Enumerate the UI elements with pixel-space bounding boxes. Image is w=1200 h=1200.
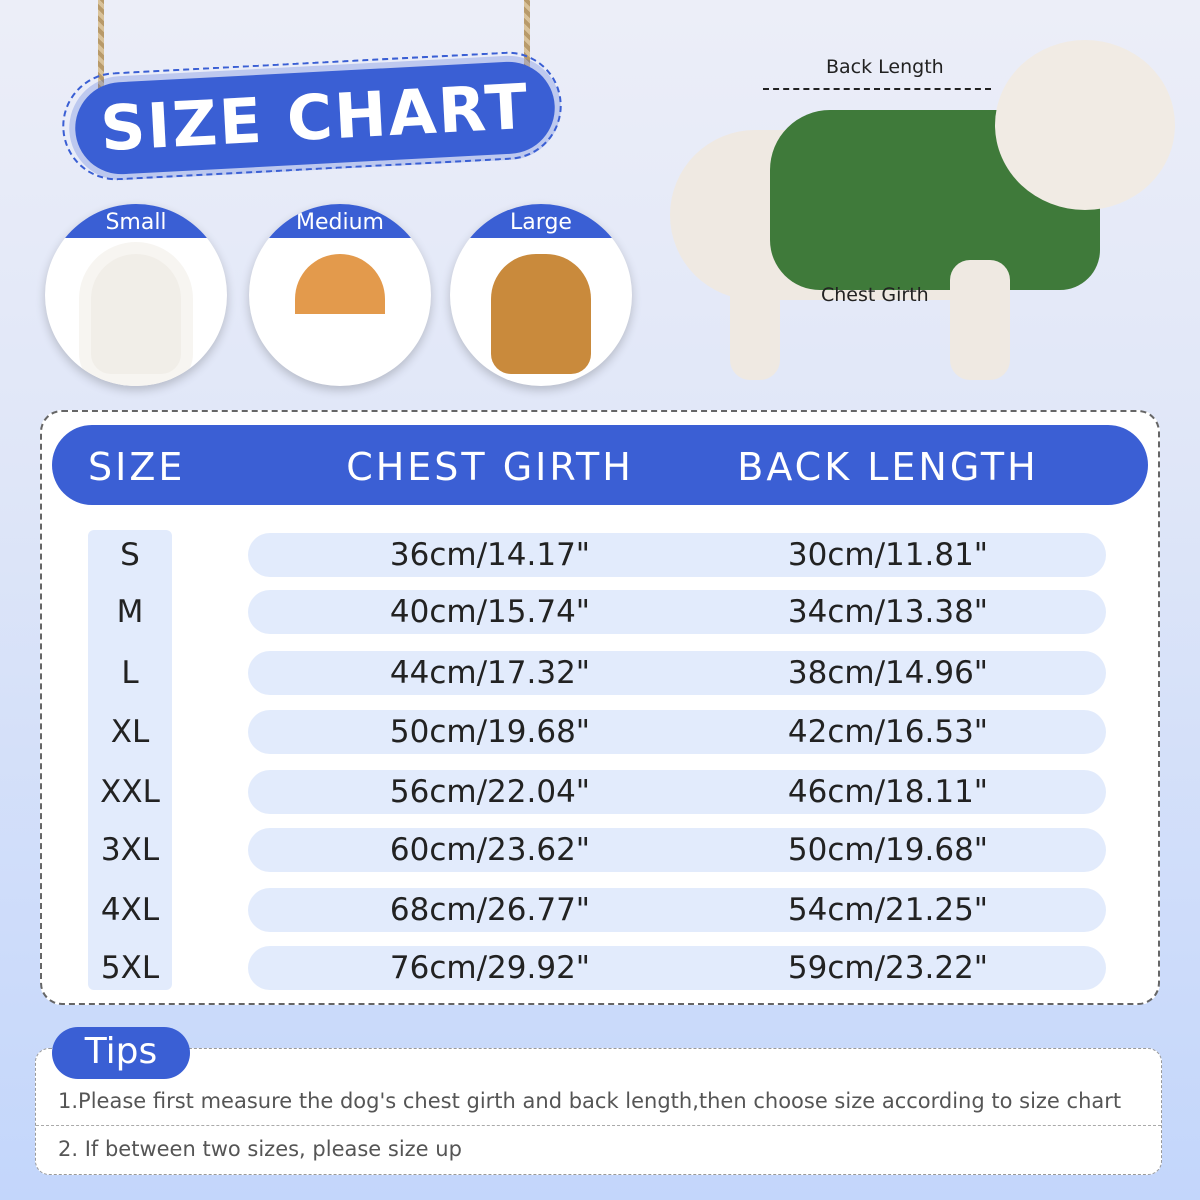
tips-label: Tips bbox=[52, 1027, 190, 1079]
tip-item: 1.Please first measure the dog's chest g… bbox=[58, 1089, 1122, 1113]
back-length-cell: 42cm/16.53" bbox=[787, 714, 989, 750]
chest-girth-cell: 56cm/22.04" bbox=[389, 774, 591, 810]
chest-girth-label: Chest Girth bbox=[821, 284, 929, 306]
back-length-cell: 38cm/14.96" bbox=[787, 655, 989, 691]
back-length-line bbox=[763, 88, 991, 90]
table-row bbox=[248, 828, 1106, 872]
corgi-image bbox=[295, 254, 385, 374]
size-cell: XXL bbox=[100, 774, 160, 810]
back-length-cell: 54cm/21.25" bbox=[787, 892, 989, 928]
size-cell: XL bbox=[110, 714, 150, 750]
header-chest-girth: CHEST GIRTH bbox=[346, 445, 634, 489]
rope-left bbox=[98, 0, 104, 100]
rope-right bbox=[524, 0, 530, 80]
back-length-cell: 46cm/18.11" bbox=[787, 774, 989, 810]
chest-girth-cell: 44cm/17.32" bbox=[389, 655, 591, 691]
back-length-cell: 30cm/11.81" bbox=[787, 537, 989, 573]
golden-retriever-image bbox=[491, 254, 591, 374]
category-label: Medium bbox=[249, 204, 431, 238]
size-cell: 4XL bbox=[100, 892, 160, 928]
table-row bbox=[248, 888, 1106, 932]
table-row bbox=[248, 710, 1106, 754]
dog-leg bbox=[950, 260, 1010, 380]
table-row bbox=[248, 770, 1106, 814]
category-label: Large bbox=[450, 204, 632, 238]
dog-head bbox=[995, 40, 1175, 210]
pomeranian-image bbox=[91, 254, 181, 374]
header-back-length: BACK LENGTH bbox=[737, 445, 1039, 489]
back-length-cell: 34cm/13.38" bbox=[787, 594, 989, 630]
size-category-large: Large bbox=[450, 204, 632, 386]
chest-girth-cell: 40cm/15.74" bbox=[389, 594, 591, 630]
size-cell: L bbox=[121, 655, 139, 691]
tip-item: 2. If between two sizes, please size up bbox=[58, 1137, 462, 1161]
table-row bbox=[248, 946, 1106, 990]
back-length-cell: 59cm/23.22" bbox=[787, 950, 989, 986]
chest-girth-cell: 60cm/23.62" bbox=[389, 832, 591, 868]
back-length-cell: 50cm/19.68" bbox=[787, 832, 989, 868]
table-row bbox=[248, 590, 1106, 634]
table-header bbox=[52, 425, 1148, 505]
tips-divider bbox=[36, 1125, 1161, 1126]
chest-girth-cell: 68cm/26.77" bbox=[389, 892, 591, 928]
dog-leg bbox=[730, 270, 780, 380]
table-row bbox=[248, 533, 1106, 577]
tips-box bbox=[35, 1048, 1162, 1175]
back-length-label: Back Length bbox=[826, 56, 944, 78]
category-label: Small bbox=[45, 204, 227, 238]
header-size: SIZE bbox=[88, 445, 186, 489]
size-cell: S bbox=[120, 537, 140, 573]
size-category-small: Small bbox=[45, 204, 227, 386]
table-row bbox=[248, 651, 1106, 695]
chest-girth-cell: 76cm/29.92" bbox=[389, 950, 591, 986]
size-column bbox=[88, 530, 172, 990]
size-cell: 3XL bbox=[100, 832, 160, 868]
dog-in-vest-image bbox=[650, 30, 1180, 390]
size-cell: 5XL bbox=[100, 950, 160, 986]
chest-girth-cell: 36cm/14.17" bbox=[389, 537, 591, 573]
size-cell: M bbox=[116, 594, 144, 630]
chest-girth-cell: 50cm/19.68" bbox=[389, 714, 591, 750]
size-category-medium: Medium bbox=[249, 204, 431, 386]
